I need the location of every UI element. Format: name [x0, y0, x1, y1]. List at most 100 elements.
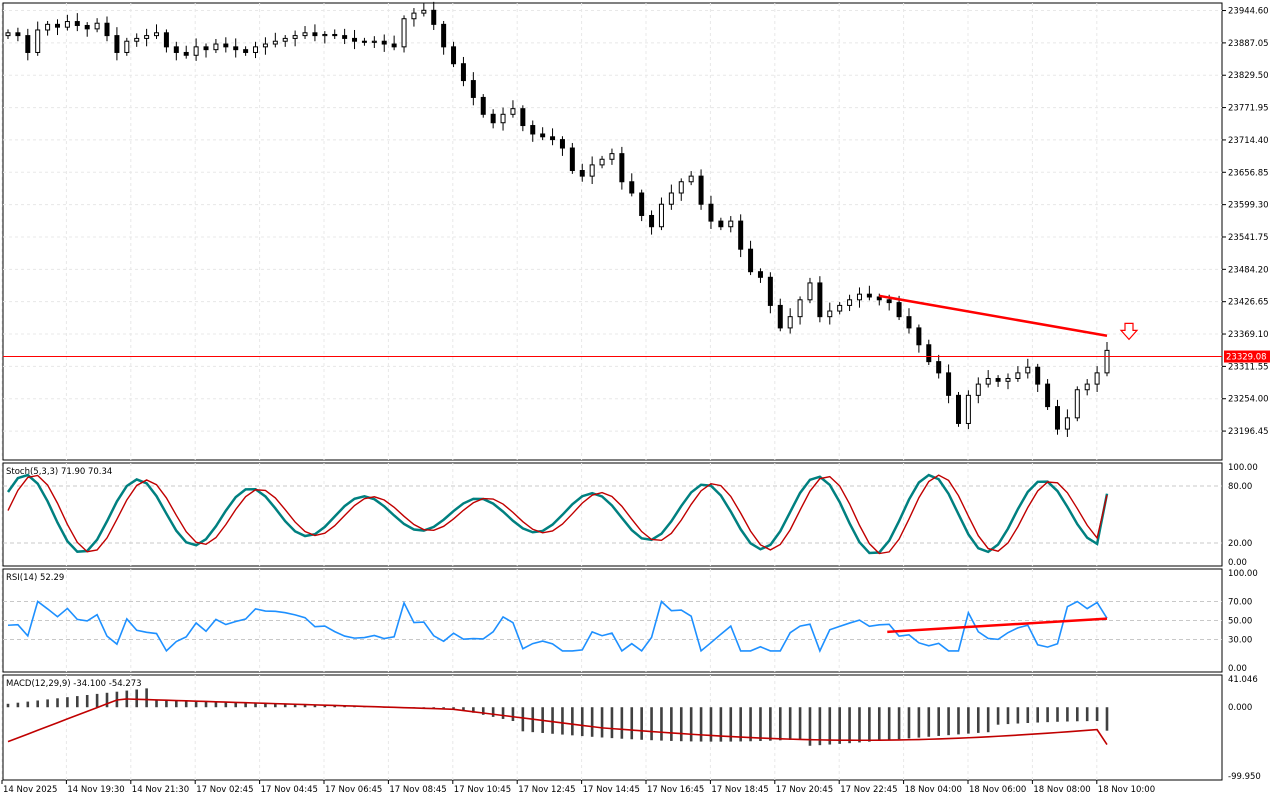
- macd-histogram-bar: [967, 707, 970, 734]
- time-tick-label: 17 Nov 20:45: [776, 785, 833, 795]
- macd-histogram-bar: [56, 698, 59, 708]
- candle: [886, 299, 892, 304]
- candle: [104, 22, 110, 37]
- candle: [1035, 366, 1041, 385]
- macd-histogram-bar: [887, 707, 891, 741]
- time-tick-label: 14 Nov 2025: [3, 785, 57, 795]
- macd-histogram-bar: [264, 703, 267, 708]
- candle: [371, 40, 377, 43]
- stoch-tick-label: 100.00: [1228, 463, 1258, 473]
- macd-histogram-bar: [234, 702, 238, 708]
- time-tick-label: 17 Nov 02:45: [196, 785, 253, 795]
- stoch-tick-label: 80.00: [1228, 482, 1252, 492]
- price-tick-label: 23426.65: [1228, 298, 1269, 308]
- macd-histogram-bar: [739, 707, 742, 742]
- macd-histogram-bar: [76, 696, 79, 708]
- candle: [391, 43, 397, 48]
- candle: [777, 304, 783, 329]
- candle: [559, 139, 565, 149]
- macd-histogram-bar: [838, 707, 841, 744]
- macd-histogram-bar: [175, 700, 178, 708]
- macd-histogram-bar: [1026, 707, 1030, 723]
- candle: [74, 21, 80, 26]
- macd-histogram-bar: [788, 707, 792, 740]
- candle: [451, 46, 457, 65]
- macd-histogram-bar: [85, 694, 89, 708]
- macd-histogram-bar: [1066, 707, 1069, 722]
- time-tick-label: 18 Nov 06:00: [969, 785, 1026, 795]
- price-tick-label: 23714.40: [1228, 136, 1269, 146]
- macd-histogram-bar: [1056, 707, 1059, 722]
- rsi-tick-label: 70.00: [1228, 598, 1252, 608]
- time-tick-label: 18 Nov 08:00: [1033, 785, 1090, 795]
- macd-histogram-bar: [254, 703, 257, 708]
- candle: [757, 271, 763, 278]
- macd-histogram-bar: [808, 707, 812, 746]
- macd-histogram-bar: [689, 707, 693, 742]
- candle: [698, 175, 704, 205]
- macd-histogram-bar: [699, 707, 703, 742]
- macd-histogram-bar: [937, 707, 940, 736]
- macd-histogram-bar: [630, 707, 634, 740]
- macd-histogram-bar: [1046, 707, 1049, 723]
- time-tick-label: 18 Nov 10:00: [1098, 785, 1155, 795]
- macd-histogram-bar: [868, 707, 871, 742]
- rsi-label: RSI(14) 52.29: [6, 573, 64, 583]
- macd-signal-line: [7, 698, 1108, 746]
- macd-histogram-bar: [36, 700, 40, 708]
- candle: [94, 22, 100, 30]
- candle: [520, 108, 526, 127]
- candle: [896, 302, 902, 318]
- candle: [431, 9, 437, 25]
- macd-tick-label: -99.950: [1228, 772, 1261, 782]
- candle: [985, 377, 991, 385]
- candle: [975, 383, 981, 396]
- candle: [84, 24, 90, 30]
- candle: [5, 32, 11, 37]
- macd-histogram-bar: [95, 693, 99, 708]
- macd-histogram-bar: [907, 707, 911, 739]
- candle: [441, 23, 447, 48]
- candle: [114, 35, 120, 53]
- macd-histogram-bar: [749, 707, 752, 742]
- macd-label: MACD(12,29,9) -34.100 -54.273: [6, 679, 142, 689]
- candle: [550, 136, 556, 141]
- macd-histogram-bar: [759, 707, 762, 742]
- macd-histogram-bar: [501, 707, 505, 719]
- candle: [322, 33, 328, 37]
- macd-tick-label: 41.046: [1228, 675, 1258, 685]
- macd-histogram-bar: [66, 697, 69, 708]
- candle: [955, 394, 961, 424]
- candle: [361, 40, 367, 43]
- time-tick-label: 17 Nov 10:45: [454, 785, 511, 795]
- price-tick-label: 23771.95: [1228, 104, 1269, 114]
- time-tick-label: 14 Nov 19:30: [67, 785, 124, 795]
- candle: [767, 276, 773, 306]
- candle: [243, 49, 249, 53]
- time-tick-label: 18 Nov 04:00: [905, 785, 962, 795]
- macd-histogram-bar: [135, 689, 139, 708]
- macd-histogram-bar: [798, 707, 802, 740]
- candle: [480, 96, 486, 115]
- candle: [946, 372, 952, 396]
- price-tick-label: 23541.75: [1228, 233, 1269, 243]
- macd-histogram-bar: [828, 707, 832, 745]
- candle: [223, 43, 229, 48]
- stoch-tick-label: 0.00: [1228, 558, 1247, 568]
- candle: [639, 192, 645, 216]
- macd-histogram-bar: [46, 699, 49, 708]
- candle: [332, 33, 338, 37]
- candle: [936, 361, 942, 374]
- candle: [154, 32, 160, 37]
- candle: [847, 299, 853, 306]
- macd-histogram-bar: [729, 707, 733, 742]
- candle: [134, 37, 140, 42]
- candle: [916, 327, 922, 346]
- candle: [262, 43, 268, 48]
- candle: [866, 293, 872, 298]
- candle: [589, 164, 595, 177]
- macd-histogram-bar: [719, 707, 723, 742]
- candle: [965, 394, 971, 424]
- candle: [1064, 417, 1070, 430]
